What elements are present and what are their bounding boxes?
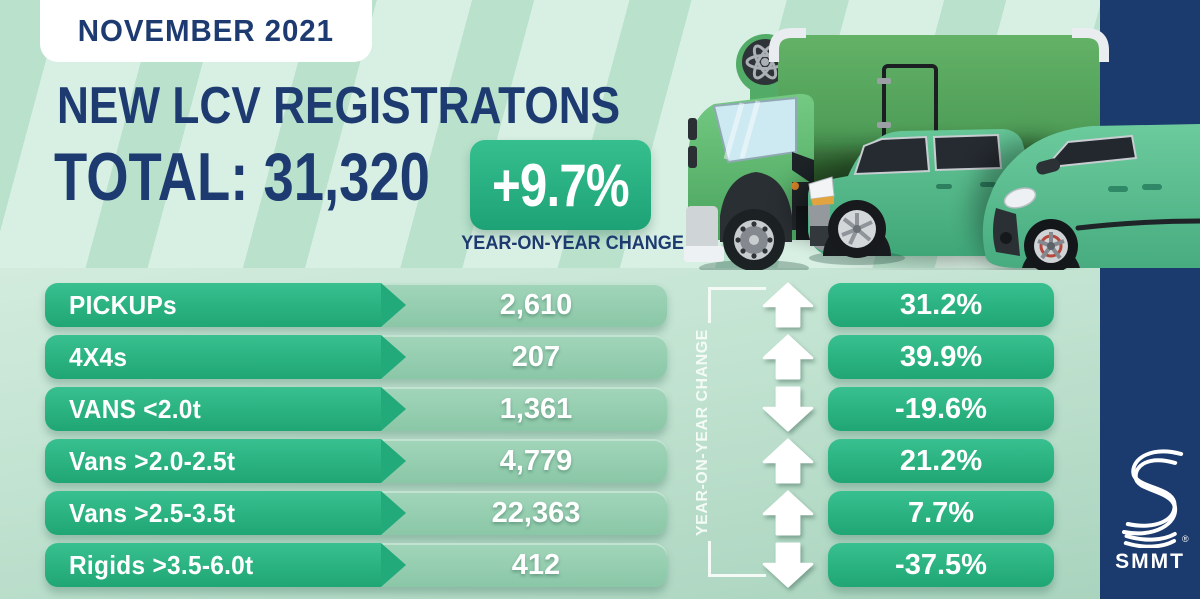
category-label: Rigids >3.5-6.0t [69,550,254,580]
category-label-bar: 4X4s [45,335,406,379]
category-label: Vans >2.5-3.5t [69,498,236,528]
change-badge: 39.9% [828,335,1054,379]
registered-mark: ® [1182,534,1189,544]
smmt-logo-icon: ® [1121,449,1189,548]
down-arrow-icon [762,542,814,588]
up-arrow-icon [762,334,814,380]
category-label-bar: Vans >2.0-2.5t [45,439,406,483]
table-row: Vans >2.0-2.5t 4,779 21.2% [0,438,1100,484]
registrations-value: 22,363 [491,497,581,529]
total-change-caption: YEAR-ON-YEAR CHANGE [461,233,684,254]
smmt-logo-text: SMMT [1115,550,1185,573]
category-label-bar: Vans >2.5-3.5t [45,491,406,535]
table-row: VANS <2.0t 1,361 -19.6% [0,386,1100,432]
registrations-value: 4,779 [499,445,573,477]
table-row: Rigids >3.5-6.0t 412 -37.5% [0,542,1100,588]
category-label: VANS <2.0t [69,394,202,424]
change-badge: -19.6% [828,387,1054,431]
change-badge: 31.2% [828,283,1054,327]
registrations-value: 207 [511,341,561,373]
category-label: Vans >2.0-2.5t [69,446,236,476]
van-front [982,124,1200,270]
category-label-bar: VANS <2.0t [45,387,406,431]
category-label-bar: PICKUPs [45,283,406,327]
total-change-value: +9.7% [492,151,630,219]
bracket-line [708,287,766,290]
table-row: 4X4s 207 39.9% [0,334,1100,380]
category-label: PICKUPs [69,290,177,320]
page-title: NEW LCV REGISTRATONS [57,77,621,135]
change-badge: 21.2% [828,439,1054,483]
up-arrow-icon [762,438,814,484]
bracket-line [708,287,711,323]
up-arrow-icon [762,282,814,328]
navy-sidebar [1100,0,1200,599]
registrations-value: 412 [511,549,561,581]
month-badge: NOVEMBER 2021 [40,0,372,62]
total-registrations: TOTAL: 31,320 [54,139,430,215]
registrations-value: 2,610 [499,289,573,321]
change-badge: -37.5% [828,543,1054,587]
down-arrow-icon [762,386,814,432]
category-label: 4X4s [69,342,128,372]
category-label-bar: Rigids >3.5-6.0t [45,543,406,587]
bracket-line [708,541,711,577]
table-row: Vans >2.5-3.5t 22,363 7.7% [0,490,1100,536]
bracket-line [708,574,766,577]
registrations-value: 1,361 [499,393,573,425]
table-row: PICKUPs 2,610 31.2% [0,282,1100,328]
vehicles-illustration [684,28,1200,270]
month-badge-label: NOVEMBER 2021 [77,13,335,48]
up-arrow-icon [762,490,814,536]
total-change-badge: +9.7% [470,140,651,230]
change-badge: 7.7% [828,491,1054,535]
